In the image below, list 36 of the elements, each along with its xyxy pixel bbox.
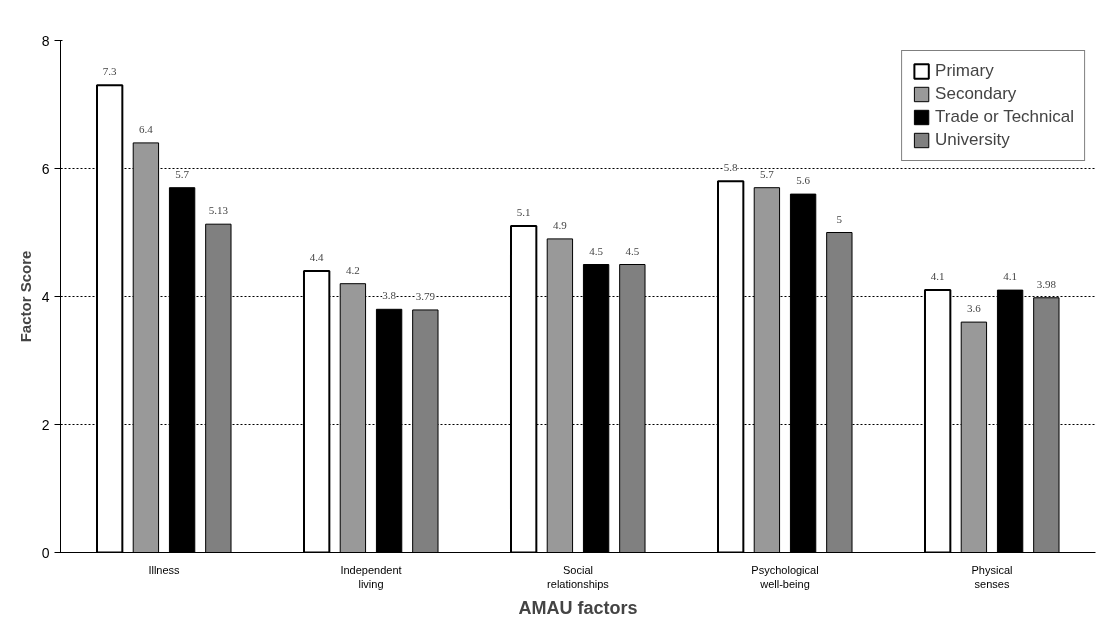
data-label: 4.2 [346,263,360,276]
data-label: 3.6 [967,302,982,315]
data-label: 4.1 [930,270,945,283]
data-label: 5.7 [760,167,775,180]
data-label: 5.6 [796,174,811,187]
data-label: 3.98 [1036,277,1057,290]
x-tick-label: Physical senses [971,563,1013,590]
x-tick-label: Independent living [340,563,402,590]
legend-label: Trade or Technical [935,107,1074,127]
legend-label: University [935,130,1010,150]
data-label: 4.5 [625,244,640,257]
legend-label: Primary [935,61,994,81]
x-tick-label: Social relationships [547,563,610,590]
data-label: 3.79 [415,289,436,302]
data-label: 5.13 [208,204,229,217]
y-axis-title: Factor Score [16,250,34,343]
data-label: 6.4 [139,122,154,135]
data-label: 5.8 [723,161,739,174]
x-axis-title: AMAU factors [518,597,638,618]
data-label: 4.4 [309,250,325,263]
y-tick-label: 4 [41,288,50,305]
data-label: 3.8 [382,289,397,302]
data-label: 7.3 [102,65,118,78]
y-tick-label: 0 [41,544,50,561]
data-label: 4.9 [553,218,568,231]
x-tick-label: Illness [148,563,181,576]
y-tick-label: 8 [41,32,50,49]
data-label: 4.1 [1003,270,1017,283]
legend-label: Secondary [935,84,1017,104]
data-label: 4.5 [589,244,604,257]
y-tick-label: 2 [41,416,50,433]
x-tick-label: Psychological well-being [751,563,819,590]
y-tick-label: 6 [41,160,50,177]
data-label: 5 [836,212,843,225]
data-label: 5.7 [175,167,190,180]
data-label: 5.1 [516,206,531,219]
